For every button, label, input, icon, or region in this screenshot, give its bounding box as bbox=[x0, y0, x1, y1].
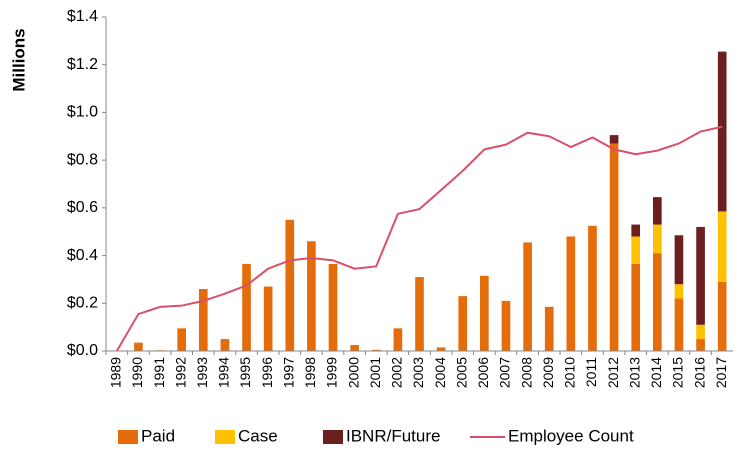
bar bbox=[328, 263, 338, 351]
bar bbox=[696, 339, 705, 351]
bar bbox=[523, 242, 532, 351]
x-tick-label: 1989 bbox=[108, 357, 124, 388]
x-tick-label: 1994 bbox=[216, 357, 232, 388]
y-tick-label: $1.0 bbox=[67, 104, 98, 121]
bar bbox=[631, 224, 641, 237]
y-tick-label: $1.2 bbox=[67, 56, 98, 73]
bar bbox=[544, 306, 554, 351]
y-tick-label: $0.2 bbox=[67, 295, 98, 312]
bar bbox=[307, 241, 316, 351]
x-tick-label: 2000 bbox=[345, 357, 361, 388]
x-tick-label: 1997 bbox=[280, 357, 296, 388]
bar bbox=[242, 263, 251, 351]
bar bbox=[674, 298, 684, 351]
x-tick-label: 2008 bbox=[518, 357, 534, 388]
x-tick-label: 1991 bbox=[151, 357, 167, 388]
bar bbox=[458, 296, 468, 351]
x-tick-label: 1992 bbox=[172, 357, 188, 388]
bar bbox=[631, 263, 641, 351]
bar bbox=[501, 300, 511, 351]
bar bbox=[631, 236, 641, 264]
bar bbox=[588, 225, 597, 351]
legend-label: Employee Count bbox=[508, 426, 634, 445]
bar bbox=[566, 236, 576, 351]
x-tick-label: 2011 bbox=[583, 357, 599, 387]
x-tick-label: 1998 bbox=[302, 357, 318, 388]
bar bbox=[220, 339, 230, 351]
x-tick-label: 2007 bbox=[497, 357, 513, 388]
x-tick-label: 2003 bbox=[410, 357, 426, 388]
bar bbox=[393, 328, 403, 351]
bar bbox=[480, 275, 489, 351]
x-tick-label: 2009 bbox=[540, 357, 556, 388]
bar bbox=[674, 284, 684, 299]
bar bbox=[436, 347, 446, 351]
x-tick-label: 1995 bbox=[237, 357, 253, 388]
bar bbox=[653, 197, 662, 225]
x-tick-label: 2005 bbox=[453, 357, 469, 388]
x-tick-label: 2017 bbox=[713, 357, 729, 388]
y-axis-label: Millions bbox=[9, 28, 28, 91]
bar bbox=[415, 277, 424, 351]
line bbox=[115, 125, 723, 352]
bar bbox=[285, 219, 295, 351]
x-tick-label: 2002 bbox=[389, 357, 405, 388]
x-tick-label: 2015 bbox=[670, 357, 686, 388]
x-tick-label: 1990 bbox=[129, 357, 145, 388]
y-tick-label: $0.0 bbox=[67, 342, 98, 359]
bar bbox=[717, 211, 727, 282]
bar bbox=[371, 349, 381, 351]
bar bbox=[717, 281, 727, 351]
bar bbox=[653, 253, 662, 351]
bar bbox=[696, 324, 705, 340]
bar bbox=[134, 342, 143, 351]
legend-swatch bbox=[215, 430, 235, 444]
x-tick-label: 2004 bbox=[432, 357, 448, 388]
bar bbox=[696, 226, 705, 325]
x-tick-label: 2001 bbox=[367, 357, 383, 388]
bar bbox=[177, 328, 186, 351]
x-tick-label: 2012 bbox=[605, 357, 621, 388]
bar bbox=[674, 235, 684, 285]
bar bbox=[198, 288, 208, 351]
legend-label: Case bbox=[238, 426, 278, 445]
x-tick-label: 2016 bbox=[691, 357, 707, 388]
legend-label: IBNR/Future bbox=[346, 426, 440, 445]
x-tick-label: 2014 bbox=[648, 357, 664, 388]
x-tick-label: 1999 bbox=[324, 357, 340, 388]
bar bbox=[653, 224, 662, 254]
x-tick-label: 2006 bbox=[475, 357, 491, 388]
x-tick-label: 2013 bbox=[626, 357, 642, 388]
bar bbox=[609, 135, 619, 144]
x-tick-label: 1996 bbox=[259, 357, 275, 388]
bar bbox=[350, 345, 359, 351]
x-tick-label: 2010 bbox=[562, 357, 578, 388]
y-tick-label: $0.4 bbox=[67, 247, 98, 264]
x-tick-label: 1993 bbox=[194, 357, 210, 388]
legend-label: Paid bbox=[141, 426, 175, 445]
bar bbox=[263, 286, 273, 351]
y-tick-label: $1.4 bbox=[67, 8, 98, 25]
y-tick-label: $0.6 bbox=[67, 199, 98, 216]
legend-swatch bbox=[118, 430, 138, 444]
bar bbox=[609, 143, 619, 351]
y-tick-label: $0.8 bbox=[67, 151, 98, 168]
legend-swatch bbox=[323, 430, 343, 444]
bar bbox=[717, 51, 727, 212]
